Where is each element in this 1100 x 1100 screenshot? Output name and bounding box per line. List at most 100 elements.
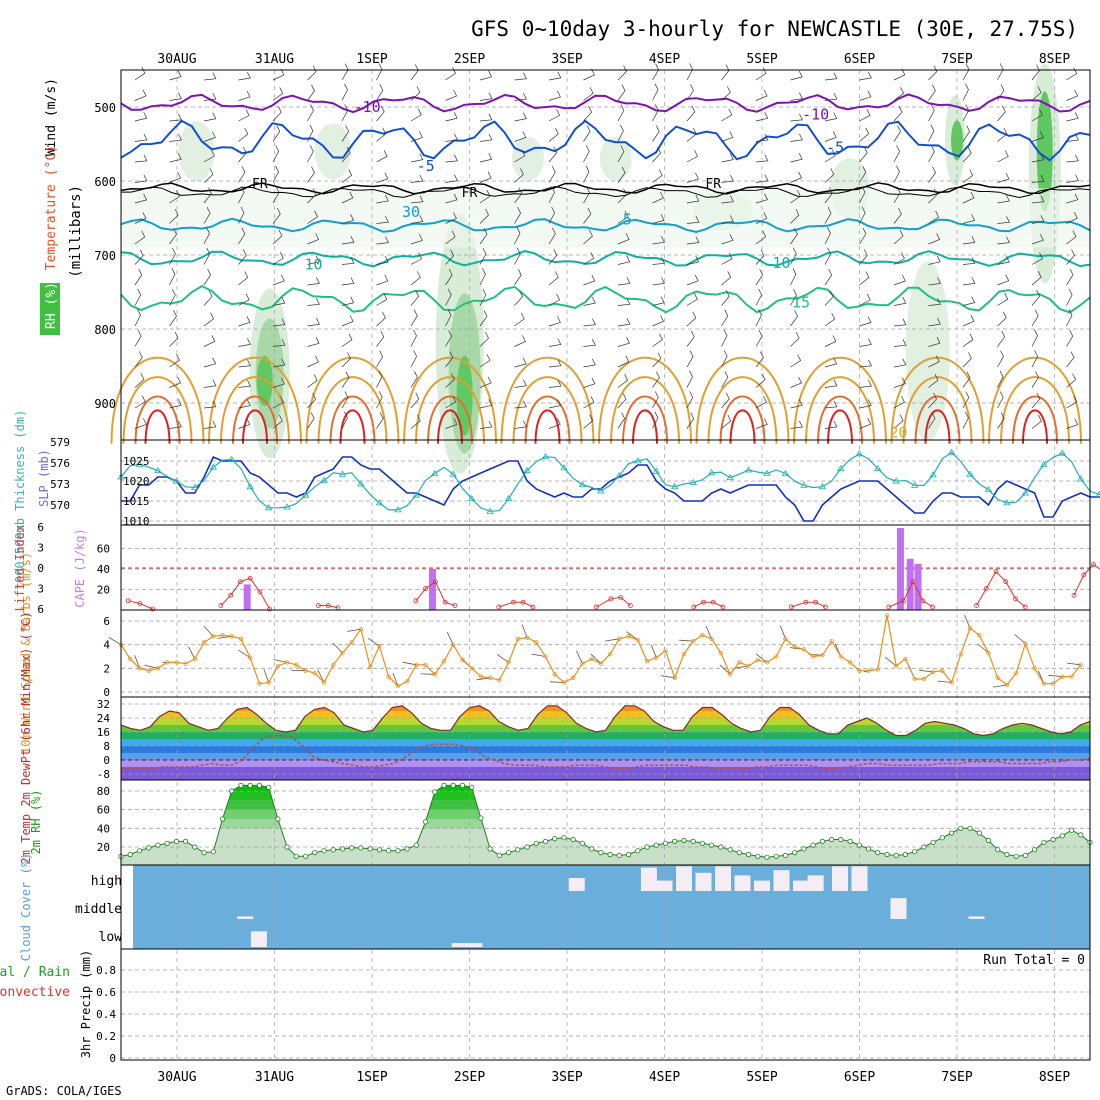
wind-barb xyxy=(548,271,559,286)
wind-barb xyxy=(962,391,970,409)
wind-barb xyxy=(410,234,423,245)
wind-speed-marker xyxy=(903,656,908,662)
rh-marker xyxy=(644,844,650,850)
wind-barb xyxy=(307,412,315,429)
wind-barb xyxy=(410,290,420,306)
wind-barb xyxy=(721,174,734,183)
wind-barb-10m xyxy=(650,644,657,658)
wind-barb xyxy=(238,109,250,122)
wind-barb xyxy=(824,112,838,122)
wind-barb xyxy=(859,206,866,224)
wind-barb xyxy=(652,315,664,327)
wind-barb xyxy=(514,168,524,183)
wind-barb xyxy=(307,355,319,368)
wind10m-axis-label: 10m Wind Speed & Barbs (m/s) xyxy=(19,552,33,754)
wind-barb xyxy=(824,92,838,101)
temp-axis-label: Temperature (°C) xyxy=(44,145,59,270)
wind-barb xyxy=(721,350,728,368)
temp-color-band xyxy=(121,697,1090,704)
wind-barb-10m xyxy=(885,656,897,667)
wind-barb xyxy=(652,191,664,204)
thickness-marker xyxy=(1058,449,1067,456)
wind-barb xyxy=(962,236,976,245)
wind-barb xyxy=(479,171,492,183)
wind-barb xyxy=(1031,290,1041,306)
cape-bar xyxy=(428,569,436,610)
wind-barb-10m xyxy=(755,653,768,663)
wind-barb xyxy=(169,268,176,286)
wind-barb xyxy=(1066,288,1073,306)
rh-marker xyxy=(1022,852,1029,859)
wind-barb xyxy=(962,169,974,183)
wind-barb xyxy=(859,166,867,183)
wind-barb xyxy=(445,351,454,368)
wind-barb xyxy=(686,311,697,327)
wind-speed-marker xyxy=(672,675,677,680)
wind-barb xyxy=(341,296,355,306)
wind-speed-marker xyxy=(940,668,945,673)
wind-barb xyxy=(548,127,559,142)
wind-barb xyxy=(1066,133,1079,142)
wind-barb xyxy=(341,333,353,347)
li-tick-label: 0 xyxy=(37,562,44,575)
wind-barb xyxy=(1066,193,1079,204)
wind-barb xyxy=(859,316,872,327)
wind-barb xyxy=(169,376,182,388)
wind-barb xyxy=(169,399,182,409)
contour-label: 20 xyxy=(889,424,907,442)
wind-speed-marker xyxy=(414,662,419,667)
lifted-index-marker xyxy=(432,579,438,585)
wind-speed-marker xyxy=(718,650,724,656)
bl-contour-2 xyxy=(817,395,863,444)
wind-barb xyxy=(341,391,349,409)
wind-barb xyxy=(272,229,283,245)
wind-barb xyxy=(410,414,421,429)
temp-color-band xyxy=(121,753,1090,760)
wind-barb xyxy=(721,271,732,286)
lifted-index-marker xyxy=(691,604,697,610)
x-axis-label-bottom: 4SEP xyxy=(649,1070,680,1085)
wind-barb xyxy=(238,127,249,142)
wind-barb xyxy=(824,312,836,327)
wind-barb xyxy=(514,379,527,388)
wind-barb xyxy=(307,65,317,81)
wind-barb xyxy=(617,355,630,368)
wind-barb-10m xyxy=(496,654,509,663)
precip-legend-total: Total / Rain xyxy=(0,965,70,980)
wind-barb-10m xyxy=(476,677,491,681)
wind-barb xyxy=(203,247,211,265)
wind-barb xyxy=(376,216,389,224)
rh-tick-label: 20 xyxy=(97,841,110,854)
rh-marker xyxy=(856,842,862,848)
wind-speed-marker xyxy=(1078,662,1083,667)
wind-barb xyxy=(790,228,798,245)
wind-barb xyxy=(410,215,424,224)
wind-barb xyxy=(307,337,320,347)
thickness-marker xyxy=(837,464,845,471)
wind-speed-marker xyxy=(211,634,216,639)
rh-shading-12 xyxy=(315,123,351,180)
wind-speed-marker xyxy=(644,659,650,664)
wind-barb xyxy=(272,318,286,327)
wind-barb xyxy=(1031,64,1040,81)
wind-barb-10m xyxy=(779,625,786,639)
wind-barb xyxy=(997,391,1004,409)
lifted-index-marker xyxy=(423,586,429,591)
thickness-marker xyxy=(800,481,808,488)
wind-barb xyxy=(997,172,1010,183)
thickness-marker xyxy=(1077,475,1085,482)
wind-barb-10m xyxy=(203,625,214,637)
thickness-marker xyxy=(966,470,974,477)
wind-barb xyxy=(479,420,493,429)
thickness-marker xyxy=(172,477,181,484)
thickness-marker xyxy=(541,452,550,460)
li-axis-label: Lifted Index xyxy=(13,525,27,612)
thickness-marker xyxy=(634,457,642,464)
wind-barb xyxy=(548,249,558,265)
lifted-index-marker xyxy=(900,598,906,604)
wind-barb xyxy=(548,399,562,409)
wind-barb xyxy=(617,166,626,183)
wind-speed-marker xyxy=(248,655,253,660)
wind-barb xyxy=(445,67,456,81)
wind-barb xyxy=(376,236,389,245)
